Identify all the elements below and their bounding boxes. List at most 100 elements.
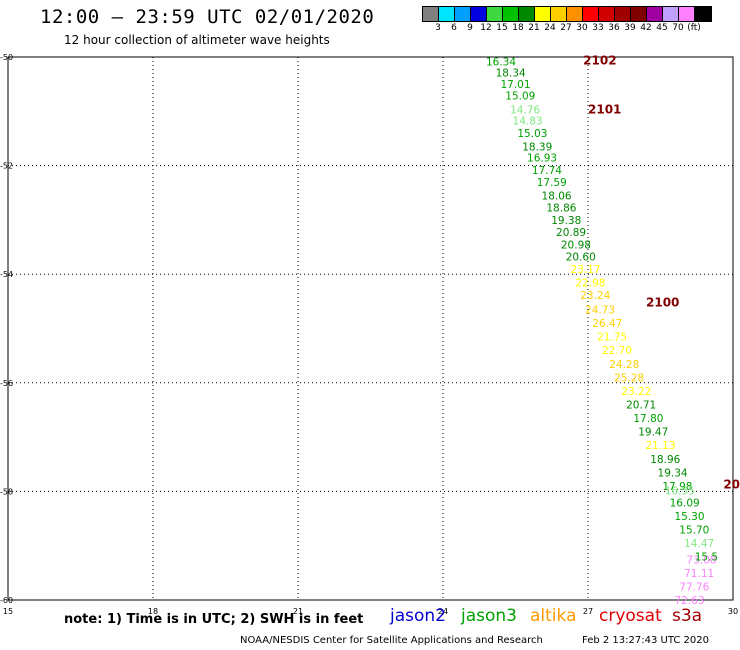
swh-value-label: 24.73 (585, 304, 615, 316)
x-tick-label: 18 (148, 607, 158, 616)
swh-value-label: 20.60 (566, 251, 596, 263)
swh-value-label: 14.76 (510, 105, 540, 117)
colorbar-swatch (551, 7, 567, 21)
plot-frame (7, 56, 734, 601)
colorbar-swatch (567, 7, 583, 21)
colorbar-label: 12 (480, 23, 492, 33)
colorbar-label: 27 (560, 23, 572, 33)
colorbar-label: 36 (608, 23, 620, 33)
swh-value-label: 20.89 (556, 227, 586, 239)
y-tick-label: -58 (0, 487, 13, 496)
time-label: 2102 (583, 54, 616, 68)
swh-value-label: 17.59 (537, 177, 567, 189)
colorbar-swatch (647, 7, 663, 21)
swh-value-label: 16.09 (670, 497, 700, 509)
swh-value-label: 73.08 (687, 554, 717, 566)
colorbar-label: 18 (512, 23, 524, 33)
swh-value-label: 26.47 (592, 318, 622, 330)
swh-value-label: 22.98 (575, 277, 605, 289)
colorbar-swatch (503, 7, 519, 21)
legend-jason3: jason3 (461, 606, 517, 626)
swh-value-label: 77.76 (679, 581, 709, 593)
colorbar-swatch (471, 7, 487, 21)
swh-value-label: 71.11 (684, 568, 714, 580)
colorbar-swatch (423, 7, 439, 21)
swh-value-label: 18.96 (650, 454, 680, 466)
swh-value-label: 72.63 (674, 595, 704, 607)
footer-timestamp: Feb 2 13:27:43 UTC 2020 (582, 635, 709, 646)
swh-value-label: 18.86 (546, 202, 576, 214)
colorbar-swatch (631, 7, 647, 21)
swh-value-label: 17.74 (532, 165, 562, 177)
swh-value-label: 22.70 (602, 345, 632, 357)
colorbar-swatch (487, 7, 503, 21)
x-tick-label: 15 (3, 607, 13, 616)
swh-value-label: 15.03 (517, 128, 547, 140)
colorbar-swatch (519, 7, 535, 21)
swh-value-label: 16.34 (486, 56, 516, 68)
y-tick-label: -52 (0, 162, 13, 171)
colorbar-label: 3 (435, 23, 441, 33)
legend-altika: altika (530, 606, 577, 626)
colorbar-label: 45 (656, 23, 668, 33)
swh-value-label: 15.09 (505, 91, 535, 103)
colorbar-label: 15 (496, 23, 508, 33)
colorbar-swatch (615, 7, 631, 21)
colorbar-label: 33 (592, 23, 604, 33)
swh-value-label: 15.70 (679, 524, 709, 536)
swh-value-label: 23.22 (621, 386, 651, 398)
swh-value-label: 24.28 (609, 359, 639, 371)
swh-value-label: 19.47 (638, 427, 668, 439)
colorbar-label: 42 (640, 23, 652, 33)
swh-value-label: 15.30 (674, 511, 704, 523)
swh-value-label: 14.47 (684, 538, 714, 550)
swh-value-label: 17.98 (662, 481, 692, 493)
y-tick-label: -54 (0, 270, 13, 279)
chart-title: 12:00 – 23:59 UTC 02/01/2020 (40, 6, 375, 28)
swh-value-label: 21.75 (597, 332, 627, 344)
colorbar-swatch (663, 7, 679, 21)
colorbar-label: 70 (672, 23, 684, 33)
colorbar-label: 24 (544, 23, 556, 33)
colorbar-swatch (535, 7, 551, 21)
swh-value-label: 16.93 (527, 152, 557, 164)
swh-value-label: 25.28 (614, 372, 644, 384)
swh-value-label: 18.34 (496, 68, 526, 80)
swh-value-label: 14.83 (513, 116, 543, 128)
colorbar-label: 6 (451, 23, 457, 33)
note-text: note: 1) Time is in UTC; 2) SWH is in fe… (64, 612, 364, 627)
time-label: 205 (723, 477, 740, 491)
legend-cryosat: cryosat (599, 606, 662, 626)
colorbar-swatch (695, 7, 711, 21)
swh-value-label: 18.39 (522, 142, 552, 154)
colorbar-swatch (439, 7, 455, 21)
colorbar-label: 9 (467, 23, 473, 33)
colorbar-label: 30 (576, 23, 588, 33)
colorbar-swatch (599, 7, 615, 21)
colorbar-swatch (583, 7, 599, 21)
colorbar-label: 39 (624, 23, 636, 33)
colorbar-label: (ft) (687, 23, 701, 33)
colorbar-label: 21 (528, 23, 540, 33)
x-tick-label: 30 (728, 607, 738, 616)
x-tick-label: 27 (583, 607, 593, 616)
swh-value-label: 17.01 (500, 79, 530, 91)
swh-value-label: 19.34 (658, 467, 688, 479)
y-tick-label: -56 (0, 379, 13, 388)
swh-value-label: 20.71 (626, 400, 656, 412)
legend-jason2: jason2 (390, 606, 446, 626)
swh-value-label: 23.17 (571, 264, 601, 276)
swh-value-label: 21.13 (645, 440, 675, 452)
colorbar-swatch (679, 7, 695, 21)
swh-value-label: 16.55 (665, 485, 695, 497)
footer-credit: NOAA/NESDIS Center for Satellite Applica… (240, 635, 543, 646)
swh-value-label: 20.98 (561, 239, 591, 251)
legend-s3a: s3a (672, 606, 703, 626)
swh-value-label: 17.80 (633, 413, 663, 425)
time-label: 2100 (646, 295, 679, 309)
y-tick-label: -50 (0, 53, 13, 62)
chart-subtitle: 12 hour collection of altimeter wave hei… (64, 33, 330, 47)
colorbar-swatch (455, 7, 471, 21)
time-label: 2101 (588, 103, 621, 117)
x-tick-label: 21 (293, 607, 303, 616)
